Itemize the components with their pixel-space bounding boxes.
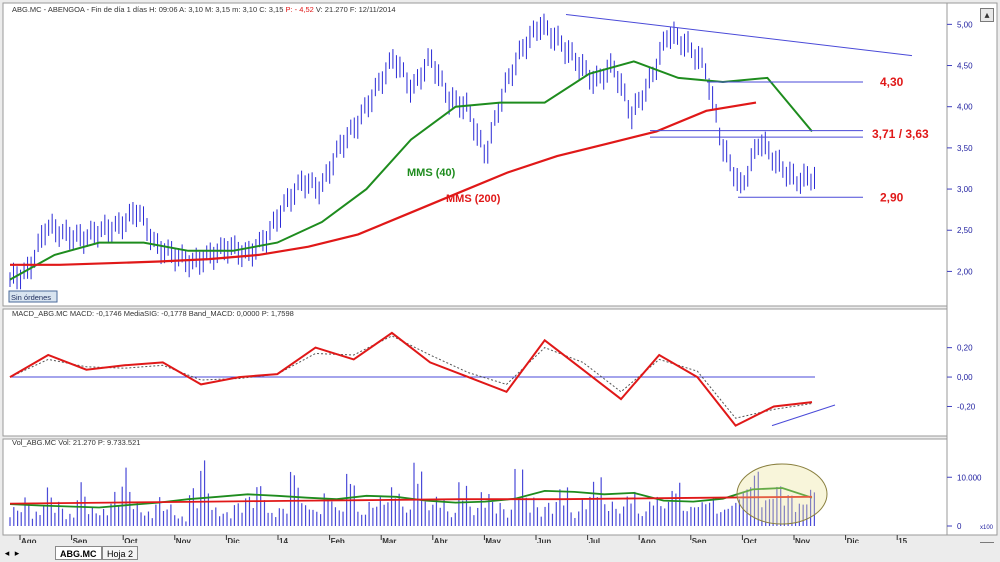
macd-panel-title: MACD_ABG.MC MACD: -0,1746 MediaSIG: -0,1… xyxy=(12,309,294,318)
price-y-tick-label: 2,50 xyxy=(957,226,973,235)
tab-hoja-2[interactable]: Hoja 2 xyxy=(102,546,139,560)
volume-ma-green xyxy=(9,487,813,509)
level-label-290: 2,90 xyxy=(880,190,904,204)
price-series-group xyxy=(9,13,815,290)
macd-y-tick-label: 0,20 xyxy=(957,344,973,353)
x-axis-label: 14 xyxy=(279,537,288,546)
mms40-line xyxy=(9,60,813,281)
axes-group: 5,00 4,50 4,00 3,50 3,00 2,50 2,00 0,20 0,00 -0,2… xyxy=(19,20,994,546)
sheet-tab-bar xyxy=(0,543,1000,562)
x-axis-label: Oct xyxy=(124,537,138,546)
price-y-tick-label: 3,50 xyxy=(957,144,973,153)
mms200-label: MMS (200) xyxy=(446,193,501,205)
x-axis-label: Sep xyxy=(73,537,88,546)
tab-nav-right-button[interactable]: ▸ xyxy=(14,548,20,558)
x-axis-label: Oct xyxy=(743,537,757,546)
annotations-group: MMS (40) MMS (200) 4,30 3,71 / 3,63 2,90 Sin … xyxy=(8,13,929,525)
volume-y-tick-label: 0 xyxy=(957,522,962,531)
x-axis-label: Mar xyxy=(382,537,396,546)
x-axis-label: Dic xyxy=(847,537,860,546)
x-axis-label: Nov xyxy=(176,537,192,546)
tab-nav-left-button[interactable]: ◂ xyxy=(4,548,10,558)
mms200-line xyxy=(10,101,757,266)
volume-y-tick-label: 10.000 xyxy=(957,473,982,482)
header-segment: V: 21.270 F: 12/11/2014 xyxy=(314,5,396,14)
price-y-tick-label: 3,00 xyxy=(957,185,973,194)
x-axis-label: Abr xyxy=(434,537,448,546)
downtrend-line xyxy=(565,13,913,57)
x-axis-label: Ago xyxy=(21,537,37,546)
macd-series-group xyxy=(9,331,836,427)
macd-y-tick-label: 0,00 xyxy=(957,373,973,382)
volume-highlight-ellipse xyxy=(736,463,828,525)
x-axis-label: May xyxy=(485,537,501,546)
y-axis-column xyxy=(946,2,998,536)
x-axis-label: Ago xyxy=(640,537,656,546)
tab-abg-mc[interactable]: ABG.MC xyxy=(55,546,102,560)
header-segment: ABG.MC - ABENGOA - Fin de día 1 días H: … xyxy=(12,5,285,14)
price-y-tick-label: 5,00 xyxy=(957,20,973,29)
macd-panel xyxy=(2,308,948,437)
level-label-371-363: 3,71 / 3,63 xyxy=(872,127,929,141)
volume-unit-label: x100 xyxy=(980,525,994,531)
x-axis-label: Feb xyxy=(331,537,345,546)
x-axis-label: Jun xyxy=(537,537,551,546)
macd-y-tick-label: -0,20 xyxy=(957,402,976,411)
volume-bars-group xyxy=(9,460,815,526)
price-y-tick-label: 2,00 xyxy=(957,267,973,276)
macd-support-line xyxy=(771,404,836,427)
price-y-tick-label: 4,00 xyxy=(957,103,973,112)
level-label-430: 4,30 xyxy=(880,75,904,89)
x-axis-label: 15 xyxy=(898,537,907,546)
mms40-label: MMS (40) xyxy=(407,167,456,179)
x-axis-label: Dic xyxy=(227,537,240,546)
x-axis-label: Sep xyxy=(692,537,707,546)
price-y-tick-label: 4,50 xyxy=(957,62,973,71)
scroll-up-button[interactable]: ▴ xyxy=(980,8,994,22)
price-panel-header: ABG.MC - ABENGOA - Fin de día 1 días H: … xyxy=(12,5,396,14)
macd-line xyxy=(9,331,813,427)
x-axis-label: Nov xyxy=(795,537,811,546)
volume-panel-title: Vol_ABG.MC Vol: 21.270 P: 9.733.521 xyxy=(12,438,140,447)
header-segment: P: - 4,52 xyxy=(285,5,313,14)
price-panel xyxy=(2,2,948,307)
volume-ma-red xyxy=(9,495,813,505)
sin-ordenes-label: Sin órdenes xyxy=(11,293,51,302)
sin-ordenes-box xyxy=(8,290,58,303)
volume-panel xyxy=(2,438,948,536)
x-axis-label: Jul xyxy=(589,537,601,546)
price-panel-title: ABG.MC - ABENGOA - Fin de día 1 días H: … xyxy=(12,5,396,14)
